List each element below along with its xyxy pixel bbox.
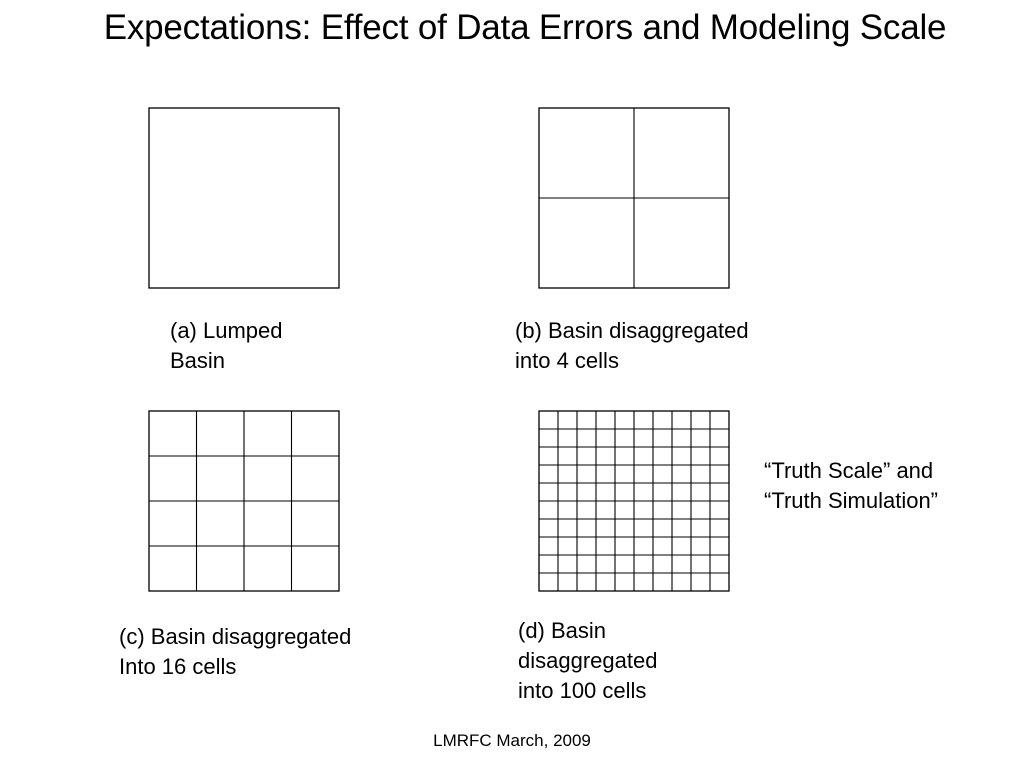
caption-line: disaggregated [518,648,658,673]
slide-title: Expectations: Effect of Data Errors and … [103,8,947,47]
truth-scale-annotation: “Truth Scale” and “Truth Simulation” [764,456,938,516]
caption-line: (c) Basin disaggregated [119,624,352,649]
caption-line: into 100 cells [518,678,647,703]
grid-100-cells [538,410,730,592]
caption-line: (b) Basin disaggregated [515,318,749,343]
caption-4-cells: (b) Basin disaggregated into 4 cells [515,316,749,376]
caption-line: (d) Basin [518,618,607,643]
caption-line: (a) Lumped [170,318,283,343]
caption-line: into 4 cells [515,348,619,373]
caption-line: Into 16 cells [119,654,237,679]
grid-16-cells [148,410,340,592]
caption-lumped-basin: (a) Lumped Basin [170,316,283,376]
grid-lumped-basin [148,107,340,289]
caption-line: Basin [170,348,226,373]
annotation-line: “Truth Simulation” [764,488,939,513]
caption-100-cells: (d) Basin disaggregated into 100 cells [518,616,657,706]
caption-16-cells: (c) Basin disaggregated Into 16 cells [119,622,351,682]
slide-footer: LMRFC March, 2009 [433,731,591,750]
basin-outline [148,107,340,289]
grid-4-cells [538,107,730,289]
annotation-line: “Truth Scale” and [764,458,934,483]
